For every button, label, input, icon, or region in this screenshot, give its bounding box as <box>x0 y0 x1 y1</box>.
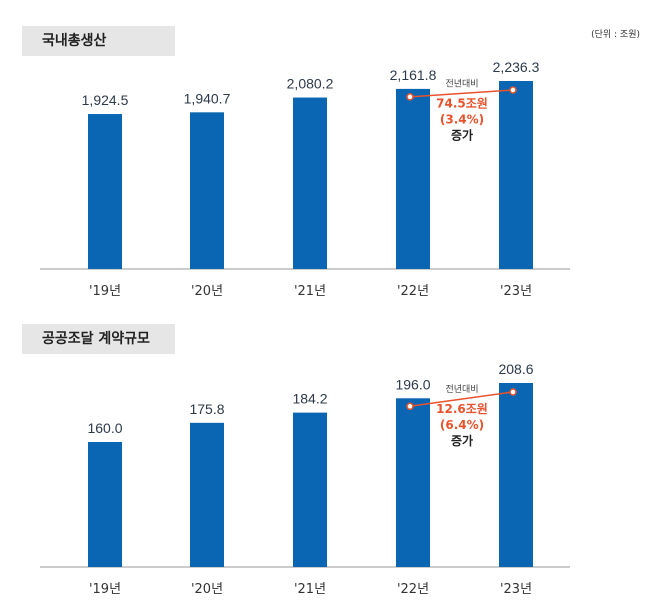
change-line <box>409 391 514 408</box>
data-label-2: 184.2 <box>292 391 327 407</box>
bar-1 <box>190 422 224 567</box>
change-point-end <box>509 86 517 94</box>
x-tick-label-4: '23년 <box>500 284 532 299</box>
unit-label: (단위 : 조원) <box>591 30 640 40</box>
bar-2 <box>293 97 327 269</box>
x-tick-label-0: '19년 <box>89 284 121 299</box>
data-label-2: 2,080.2 <box>287 76 334 92</box>
annotation-amount: 12.6조원 <box>436 402 488 416</box>
data-label-1: 1,940.7 <box>184 90 231 106</box>
data-label-4: 208.6 <box>498 361 533 377</box>
x-tick-label-3: '22년 <box>397 582 429 597</box>
x-tick-label-1: '20년 <box>191 284 223 299</box>
annotation-label: 전년대비 <box>445 78 478 89</box>
bar-4 <box>499 81 533 269</box>
annotation-percent: (6.4%) <box>440 418 484 432</box>
bar-3 <box>396 398 430 567</box>
data-label-0: 1,924.5 <box>82 92 129 108</box>
annotation-amount: 74.5조원 <box>436 96 488 110</box>
change-point-start <box>406 402 414 411</box>
chart-title-procurement: 공공조달 계약규모 <box>22 324 175 354</box>
data-label-1: 175.8 <box>189 401 224 417</box>
data-label-4: 2,236.3 <box>493 59 540 75</box>
bar-0 <box>88 114 122 270</box>
data-label-0: 160.0 <box>87 420 122 436</box>
data-label-3: 196.0 <box>395 376 430 392</box>
x-tick-label-3: '22년 <box>397 284 429 299</box>
annotation-increase: 증가 <box>451 433 473 448</box>
bar-2 <box>293 412 327 567</box>
x-tick-label-2: '21년 <box>294 284 326 299</box>
annotation-percent: (3.4%) <box>440 112 484 126</box>
change-point-end <box>509 388 517 396</box>
annotation-increase: 증가 <box>451 127 473 142</box>
x-tick-label-1: '20년 <box>191 582 223 597</box>
bar-0 <box>88 441 122 567</box>
annotation-label: 전년대비 <box>445 384 478 395</box>
change-point-start <box>406 93 414 101</box>
x-tick-label-4: '23년 <box>500 582 532 597</box>
bar-1 <box>190 112 224 269</box>
x-tick-label-2: '21년 <box>294 582 326 597</box>
chart-title-gdp: 국내총생산 <box>22 26 175 56</box>
bar-3 <box>396 88 430 269</box>
change-line <box>409 89 514 98</box>
x-tick-label-0: '19년 <box>89 582 121 597</box>
data-label-3: 2,161.8 <box>390 67 437 83</box>
bar-4 <box>499 383 533 567</box>
